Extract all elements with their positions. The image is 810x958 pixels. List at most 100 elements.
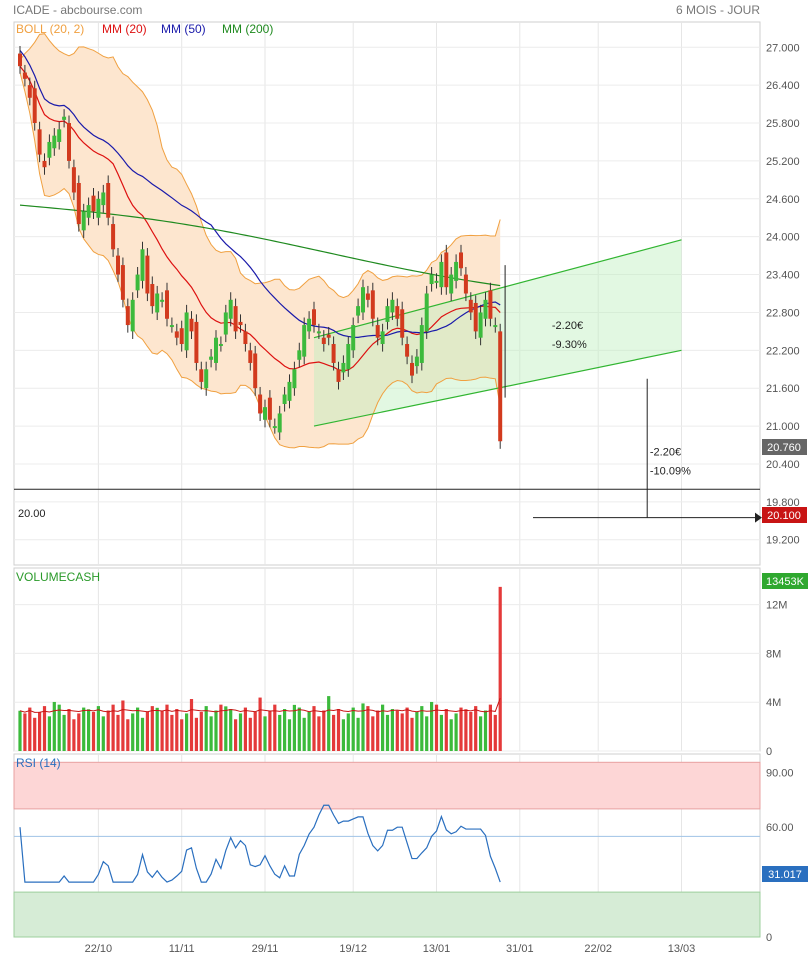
volume-bar (361, 703, 365, 751)
candle-body (282, 394, 287, 404)
volume-bar (67, 709, 71, 751)
volume-bar (52, 701, 56, 751)
target-arrow-head (755, 512, 762, 523)
volume-bar (23, 713, 27, 751)
volume-bar (180, 719, 184, 751)
last-price-badge: 20.760 (762, 439, 807, 455)
candle-body (194, 321, 199, 363)
candle-body (454, 261, 459, 281)
volume-bar (317, 716, 321, 751)
volume-bar (72, 719, 76, 751)
volume-bar (57, 704, 61, 751)
volume-bar (430, 701, 434, 751)
candle-body (419, 325, 424, 363)
price-y-tick: 24.000 (766, 232, 800, 244)
bollinger-band-fill (20, 33, 501, 448)
candle-body (267, 397, 272, 420)
legend-ma50: MM (50) (161, 22, 206, 36)
volume-bar (77, 713, 81, 751)
candle-body (292, 369, 297, 389)
candle-body (400, 309, 405, 338)
candle-body (473, 302, 478, 332)
volume-bar (483, 710, 488, 751)
candle-body (439, 261, 444, 288)
candle-body (434, 280, 439, 283)
volume-bar (439, 714, 443, 751)
price-y-tick: 25.200 (766, 156, 800, 168)
price-y-tick: 19.200 (766, 535, 800, 547)
legend-boll: BOLL (20, 2) (16, 22, 84, 36)
candle-body (145, 255, 150, 294)
volume-bar (87, 709, 91, 751)
volume-bar (96, 706, 100, 751)
volume-bar (278, 714, 282, 751)
volume-bar (82, 707, 86, 751)
candle-body (341, 362, 346, 373)
candle-body (395, 306, 400, 319)
candle-body (463, 274, 468, 294)
candle-body (218, 344, 223, 347)
candle-body (125, 306, 130, 326)
volume-bar (106, 710, 110, 751)
volume-bar (136, 707, 140, 751)
candle-body (498, 331, 503, 442)
candle-body (370, 290, 375, 319)
candle-body (67, 123, 71, 161)
candle-body (165, 290, 169, 319)
volume-bar (42, 706, 47, 751)
volume-bar (214, 710, 218, 751)
volume-bar (204, 706, 208, 751)
candle-body (135, 274, 140, 291)
candle-body (346, 344, 351, 370)
volume-bar (336, 709, 341, 751)
rsi-line (19, 804, 501, 883)
volume-bar (381, 704, 385, 751)
candle-body (429, 274, 434, 285)
volume-y-tick: 8M (766, 648, 781, 660)
candle-body (27, 85, 32, 98)
volume-bar (287, 719, 292, 751)
volume-bar (390, 709, 394, 751)
legend-ma20: MM (20) (102, 22, 147, 36)
candle-body (253, 353, 258, 389)
volume-bar (28, 707, 32, 751)
measure-annotation: -2.20€ (552, 320, 583, 332)
candle-body (380, 331, 385, 345)
candle-body (356, 306, 361, 316)
candle-body (199, 369, 204, 382)
volume-bar (121, 700, 125, 751)
volume-bar (376, 710, 380, 751)
candle-body (488, 290, 493, 319)
volume-bar (33, 717, 37, 751)
price-y-tick: 21.000 (766, 421, 800, 433)
x-tick-label: 13/01 (423, 943, 451, 955)
candle-body (390, 299, 395, 313)
measure-annotation: -10.09% (650, 465, 691, 477)
legend: BOLL (20, 2) MM (20) MM (50) MM (200) (16, 22, 273, 36)
price-y-tick: 22.800 (766, 307, 800, 319)
volume-bar (479, 716, 483, 751)
candle-body (32, 88, 37, 124)
period-label: 6 MOIS - JOUR (676, 3, 760, 17)
volume-bar (312, 706, 316, 751)
candle-body (243, 331, 248, 345)
volume-bar (385, 714, 390, 751)
volume-bar (425, 716, 429, 751)
measure-annotation: -9.30% (552, 339, 587, 351)
candle-body (179, 328, 184, 345)
candle-body (155, 293, 160, 313)
instrument-title: ICADE - abcbourse.com (13, 3, 142, 17)
candle-body (233, 306, 238, 332)
candle-body (76, 183, 81, 225)
trend-channel-lower (313, 349, 682, 427)
candle-body (18, 53, 22, 67)
volume-y-tick: 12M (766, 600, 787, 612)
candle-body (468, 299, 473, 313)
candle-body (424, 293, 429, 332)
candle-body (336, 369, 341, 382)
volume-bar (189, 699, 194, 751)
candle-body (169, 325, 174, 328)
x-tick-label: 31/01 (506, 943, 534, 955)
candle-body (160, 299, 165, 302)
